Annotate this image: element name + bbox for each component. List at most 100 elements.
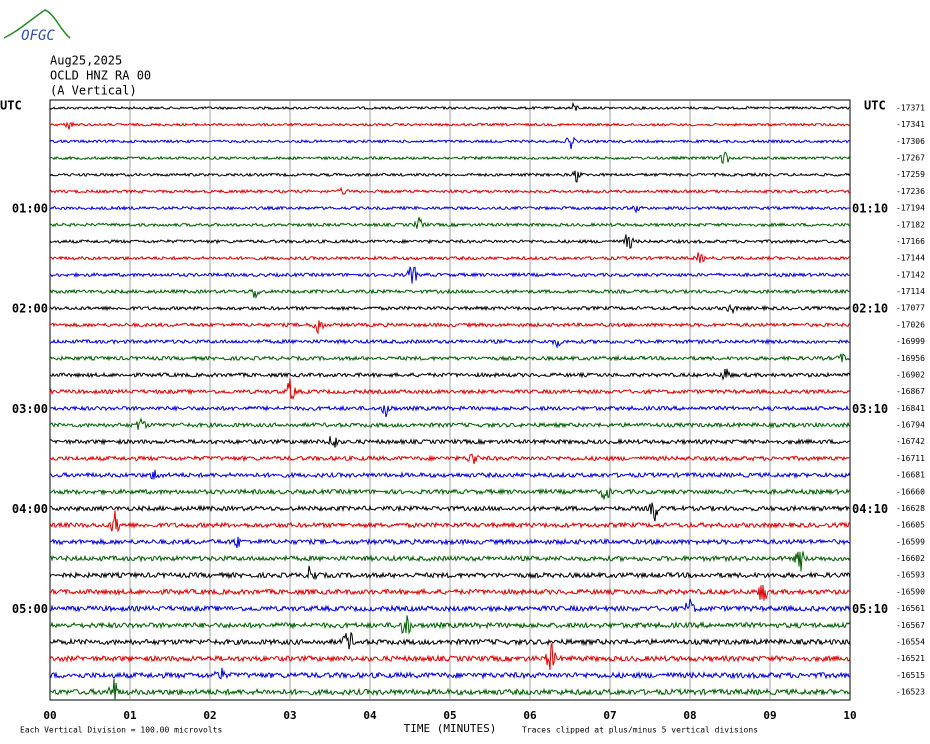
left-time-label: 02:00 <box>12 302 48 316</box>
station: OCLD HNZ RA 00 <box>50 69 151 83</box>
trace <box>49 598 851 613</box>
trace <box>49 353 851 363</box>
right-time-label: 04:10 <box>852 502 888 516</box>
trace <box>49 151 851 165</box>
clip-note: Traces clipped at plus/minus 5 vertical … <box>522 726 758 735</box>
x-tick-label: 01 <box>123 709 137 722</box>
logo-curve <box>3 9 71 39</box>
x-axis-label: TIME (MINUTES) <box>404 722 497 735</box>
right-zone: UTC <box>864 99 886 113</box>
x-tick-label: 03 <box>283 709 296 722</box>
offset-label: -16742 <box>896 437 925 446</box>
offset-label: -17166 <box>896 237 925 246</box>
x-tick-label: 07 <box>603 709 616 722</box>
offset-label: -16841 <box>896 404 925 413</box>
trace <box>49 186 851 195</box>
trace <box>49 641 851 670</box>
x-tick-label: 06 <box>523 709 537 722</box>
left-zone: UTC <box>0 99 22 113</box>
offset-label: -17267 <box>896 154 925 163</box>
trace <box>49 584 851 601</box>
x-tick-label: 00 <box>43 709 56 722</box>
trace <box>49 469 851 480</box>
trace <box>49 404 850 418</box>
trace <box>49 266 851 284</box>
offset-label: -16593 <box>896 571 925 580</box>
x-tick-label: 09 <box>763 709 776 722</box>
offset-label: -16660 <box>896 487 925 496</box>
offset-label: -17077 <box>896 304 925 313</box>
x-tick-label: 04 <box>363 709 377 722</box>
offset-label: -16711 <box>896 454 925 463</box>
scale-note: Each Vertical Division = 100.00 microvol… <box>20 726 222 735</box>
offset-label: -17026 <box>896 320 925 329</box>
left-time-label: 01:00 <box>12 202 48 216</box>
trace <box>49 170 851 183</box>
offset-label: -17371 <box>896 104 925 113</box>
trace <box>49 303 851 315</box>
x-tick-label: 10 <box>843 709 856 722</box>
offset-label: -16605 <box>896 521 925 530</box>
trace <box>49 136 851 150</box>
trace <box>49 234 851 249</box>
trace <box>49 217 851 229</box>
trace <box>49 101 851 111</box>
left-time-label: 04:00 <box>12 502 48 516</box>
offset-label: -17194 <box>896 204 925 213</box>
trace <box>49 510 851 533</box>
logo-text: OFGC <box>21 28 55 44</box>
left-time-label: 03:00 <box>12 402 48 416</box>
x-tick-label: 05 <box>443 709 456 722</box>
right-time-label: 02:10 <box>852 302 888 316</box>
x-tick-label: 08 <box>683 709 696 722</box>
trace <box>49 678 851 701</box>
date: Aug25,2025 <box>50 54 122 68</box>
x-tick-label: 02 <box>203 709 216 722</box>
trace <box>49 338 851 349</box>
trace <box>49 453 851 465</box>
component: (A Vertical) <box>50 84 137 98</box>
right-time-label: 03:10 <box>852 402 888 416</box>
offset-label: -17306 <box>896 137 925 146</box>
offset-label: -16867 <box>896 387 925 396</box>
offset-label: -16902 <box>896 370 925 379</box>
offset-label: -16681 <box>896 471 925 480</box>
offset-label: -17236 <box>896 187 925 196</box>
trace <box>50 436 851 448</box>
offset-label: -17341 <box>896 120 925 129</box>
offset-label: -16599 <box>896 537 925 546</box>
trace <box>49 417 851 430</box>
right-time-label: 01:10 <box>852 202 888 216</box>
trace <box>49 667 851 680</box>
trace <box>49 288 851 300</box>
trace <box>49 121 851 130</box>
trace <box>49 615 851 635</box>
trace <box>49 551 851 572</box>
trace <box>49 368 851 381</box>
offset-label: -16554 <box>896 637 925 646</box>
offset-label: -16794 <box>896 421 925 430</box>
trace <box>49 205 851 214</box>
offset-label: -17142 <box>896 270 925 279</box>
offset-label: -17182 <box>896 220 925 229</box>
trace <box>49 320 851 335</box>
left-time-label: 05:00 <box>12 602 48 616</box>
trace <box>49 536 851 549</box>
trace <box>49 632 851 650</box>
offset-label: -16590 <box>896 587 925 596</box>
trace <box>49 502 851 522</box>
offset-label: -16523 <box>896 688 925 697</box>
offset-label: -16521 <box>896 654 925 663</box>
offset-label: -16515 <box>896 671 925 680</box>
offset-label: -17144 <box>896 254 925 263</box>
offset-label: -16567 <box>896 621 925 630</box>
offset-label: -16602 <box>896 554 925 563</box>
trace <box>49 565 851 581</box>
offset-label: -16628 <box>896 504 925 513</box>
offset-label: -16999 <box>896 337 925 346</box>
offset-label: -17114 <box>896 287 925 296</box>
offset-label: -17259 <box>896 170 925 179</box>
trace <box>49 378 851 400</box>
offset-label: -16561 <box>896 604 925 613</box>
